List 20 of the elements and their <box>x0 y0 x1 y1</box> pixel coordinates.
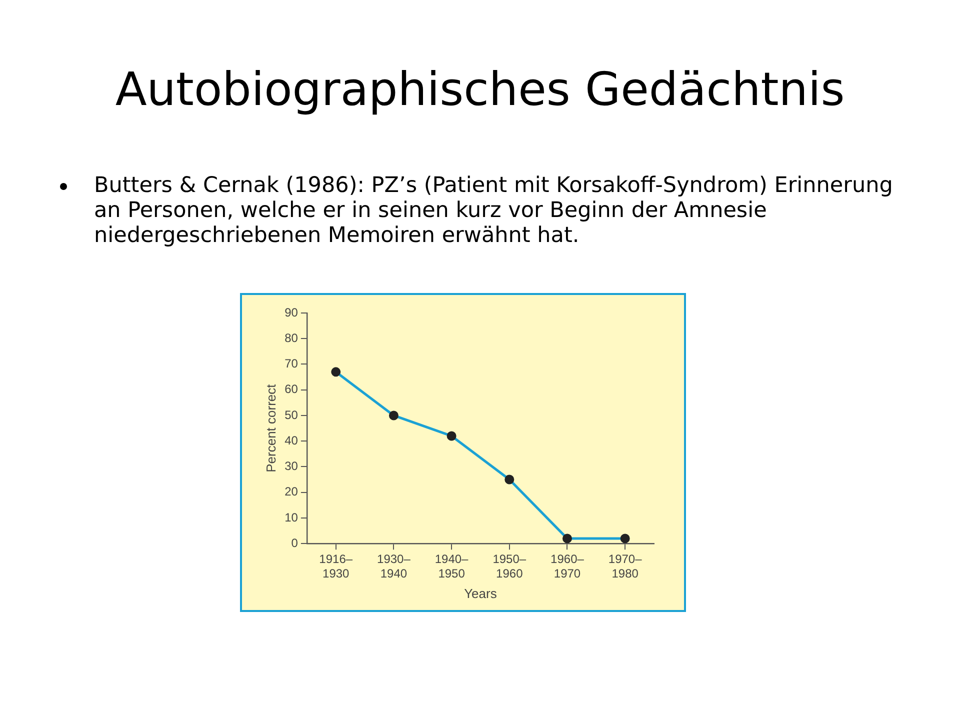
chart-title: Autobiographisches Gedächtnis <box>114 62 846 116</box>
x-axis-title: Years <box>464 586 498 601</box>
y-tick-label: 80 <box>284 330 298 345</box>
y-tick-label: 10 <box>284 510 298 524</box>
x-tick-label: 1930–1940 <box>377 552 411 581</box>
y-tick-label: 40 <box>284 433 298 448</box>
y-tick-label: 90 <box>284 305 298 320</box>
chart-subtitle: Butters & Cernak (1986): PZ’s (Patient mit Korsakoff-Syndrom) Erinnerung an Personen, welche er in seinen kurz vor Beginn der Amnesie niedergeschriebenen Memoiren erwähnt hat. <box>93 173 894 248</box>
x-tick-label: 1916–1930 <box>319 552 353 581</box>
x-tick-label: 1940–1950 <box>434 552 469 581</box>
x-tick-label: 1970–1980 <box>608 552 642 581</box>
y-tick-label: 0 <box>291 536 298 550</box>
x-tick-label: 1960–1970 <box>550 552 584 581</box>
y-tick-label: 30 <box>284 459 298 474</box>
y-tick-label: 50 <box>284 408 298 422</box>
y-tick-label: 70 <box>284 356 298 371</box>
y-tick-label: 60 <box>284 382 298 396</box>
x-tick-label: 1950–1960 <box>492 552 526 581</box>
y-axis-title: Percent correct <box>263 384 278 472</box>
y-tick-label: 20 <box>284 484 298 499</box>
